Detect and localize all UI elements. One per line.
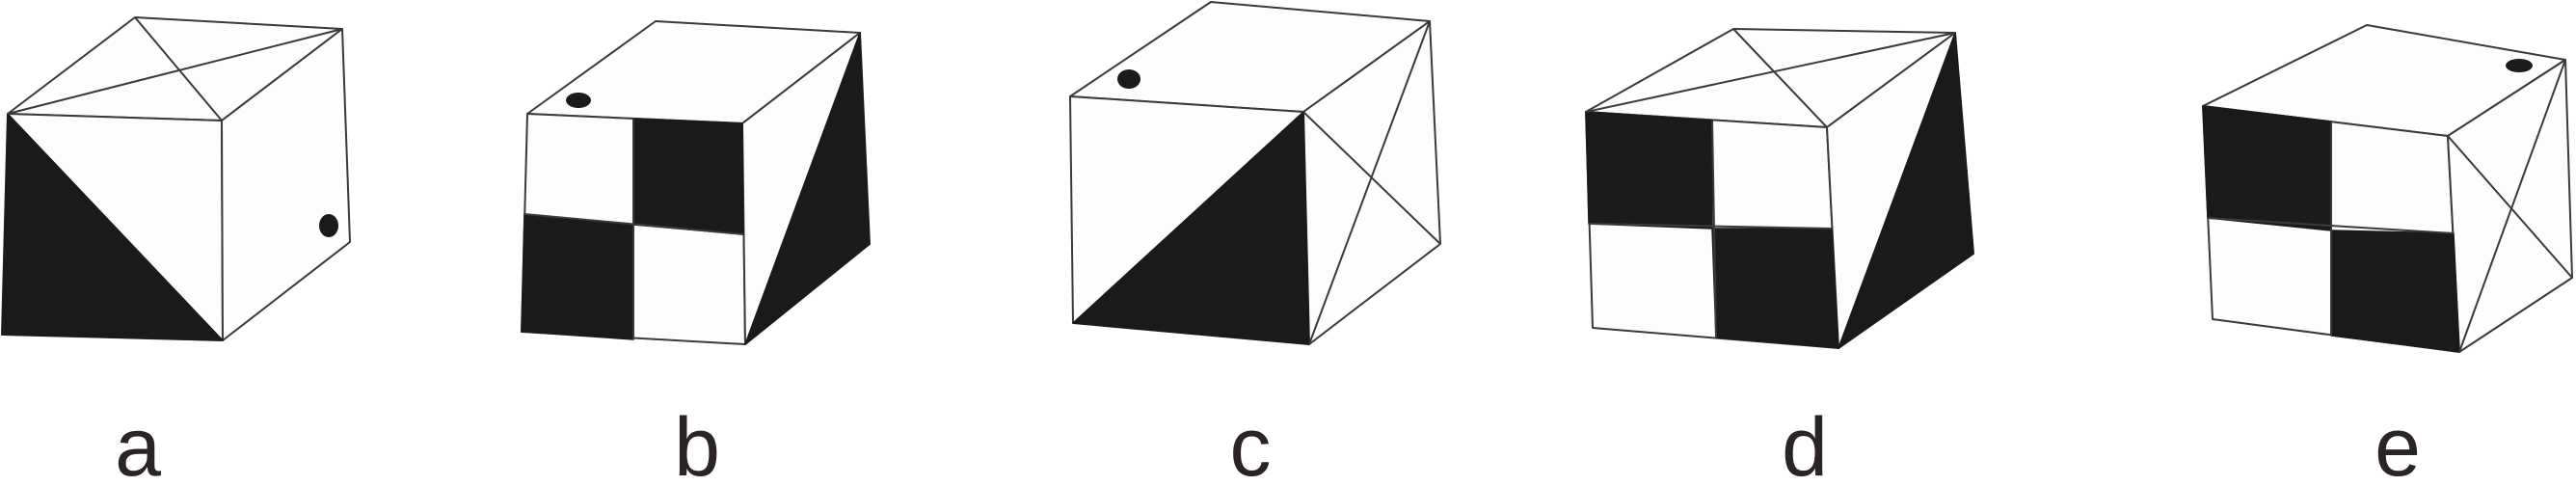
cube-a-right-dot: [319, 214, 338, 237]
cube-b-front-shaded-bottom-left: [521, 213, 634, 340]
cube-a-front-shaded-triangle: [1, 113, 224, 341]
option-label-d: d: [1782, 401, 1828, 486]
cube-a-top-diagonal-2: [134, 16, 223, 122]
cube-b-front-shaded-top-right: [632, 118, 744, 235]
cube-a-right-face: [221, 28, 351, 341]
cube-d-top-diagonal-1: [1585, 32, 1956, 113]
cube-e-right-diagonal-2: [2458, 59, 2566, 353]
cube-d-front-shaded-bottom-right: [1711, 228, 1839, 349]
cube-e-top-dot: [2506, 59, 2533, 72]
cube-d-right-shaded-triangle: [1838, 32, 1974, 349]
cube-e-right-diagonal-1: [2447, 135, 2573, 279]
cube-option-a: [1, 16, 351, 341]
option-label-e: e: [2375, 401, 2421, 486]
cube-option-d: [1585, 28, 1974, 349]
cube-a-top-diagonal-1: [7, 28, 343, 115]
cube-d-top-diagonal-2: [1732, 28, 1828, 128]
cube-b-front-horizontal-divider: [523, 213, 744, 235]
cube-c-top-dot: [1117, 69, 1140, 89]
option-label-c: c: [1230, 401, 1272, 486]
cube-option-b: [521, 20, 871, 345]
cube-d-front-shaded-top-left: [1585, 111, 1713, 230]
cube-option-e: [2202, 24, 2573, 353]
cube-option-c: [1069, 1, 1441, 345]
cube-e-front-shaded-bottom-right: [2330, 230, 2460, 353]
cube-c-front-shaded-triangle: [1072, 111, 1310, 345]
option-label-b: b: [674, 401, 720, 486]
cube-b-right-shaded-triangle: [744, 32, 871, 345]
cube-e-front-horizontal-divider: [2207, 217, 2455, 234]
cube-d-front-horizontal-divider: [1588, 223, 1833, 230]
cube-b-top-dot: [566, 93, 591, 108]
cube-e-front-shaded-top-left: [2202, 105, 2332, 231]
cube-d-front-vertical-divider: [1711, 120, 1717, 338]
cube-c-right-diagonal-2: [1308, 20, 1431, 345]
option-label-a: a: [115, 401, 161, 486]
